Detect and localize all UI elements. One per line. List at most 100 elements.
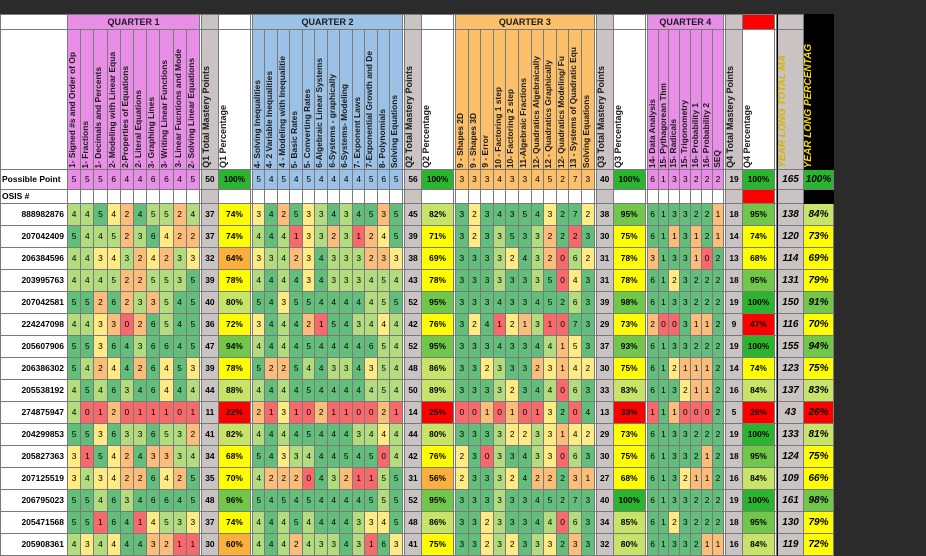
score-cell[interactable]: 3 bbox=[679, 225, 692, 248]
score-cell[interactable]: 2 bbox=[339, 467, 353, 490]
quarter-percentage[interactable]: 95% bbox=[741, 203, 775, 226]
quarter-total[interactable]: 19 bbox=[724, 335, 743, 358]
quarter-percentage[interactable]: 74% bbox=[217, 203, 251, 226]
score-cell[interactable]: 3 bbox=[543, 423, 557, 446]
quarter-total[interactable]: 29 bbox=[595, 423, 614, 446]
score-cell[interactable]: 3 bbox=[581, 511, 595, 534]
score-cell[interactable]: 4 bbox=[364, 269, 378, 292]
score-cell[interactable]: 2 bbox=[679, 467, 692, 490]
score-cell[interactable]: 5 bbox=[339, 445, 353, 468]
score-cell[interactable]: 3 bbox=[668, 533, 681, 556]
score-cell[interactable]: 5 bbox=[66, 291, 82, 314]
score-cell[interactable]: 4 bbox=[276, 313, 291, 336]
skill-header[interactable]: 2- Modeling with Linear Equa bbox=[106, 29, 121, 170]
score-cell[interactable]: 2 bbox=[543, 247, 557, 270]
score-cell[interactable]: 6 bbox=[646, 511, 659, 534]
score-cell[interactable]: 5 bbox=[543, 169, 557, 190]
score-cell[interactable]: 2 bbox=[132, 467, 148, 490]
score-cell[interactable]: 4 bbox=[93, 489, 108, 512]
score-cell[interactable]: 3 bbox=[251, 313, 266, 336]
quarter-total[interactable]: 27 bbox=[595, 467, 614, 490]
score-cell[interactable]: 2 bbox=[480, 357, 494, 380]
score-cell[interactable]: 3 bbox=[679, 247, 692, 270]
score-cell[interactable]: 1 bbox=[326, 401, 341, 424]
score-cell[interactable]: 4 bbox=[80, 313, 95, 336]
year-total[interactable]: 165 bbox=[776, 169, 804, 190]
quarter-total[interactable]: 37 bbox=[200, 511, 219, 534]
score-cell[interactable]: 5 bbox=[185, 489, 200, 512]
score-cell[interactable]: 2 bbox=[581, 203, 595, 226]
score-cell[interactable]: 4 bbox=[351, 379, 366, 402]
score-cell[interactable]: 1 bbox=[543, 313, 557, 336]
score-cell[interactable]: 3 bbox=[581, 445, 595, 468]
score-cell[interactable]: 3 bbox=[581, 533, 595, 556]
score-cell[interactable]: 4 bbox=[106, 203, 121, 226]
score-cell[interactable]: 3 bbox=[505, 445, 520, 468]
quarter-percentage[interactable]: 95% bbox=[421, 291, 455, 314]
score-cell[interactable]: 2 bbox=[455, 445, 469, 468]
score-cell[interactable]: 6 bbox=[646, 379, 659, 402]
score-cell[interactable]: 2 bbox=[690, 291, 703, 314]
score-cell[interactable]: 4 bbox=[351, 335, 366, 358]
score-cell[interactable]: 3 bbox=[530, 247, 545, 270]
score-cell[interactable]: 4 bbox=[106, 533, 121, 556]
score-cell[interactable]: 5 bbox=[185, 269, 200, 292]
score-cell[interactable]: 5 bbox=[185, 335, 200, 358]
score-cell[interactable]: 5 bbox=[364, 489, 378, 512]
score-cell[interactable]: 4 bbox=[106, 445, 121, 468]
quarter-percentage[interactable]: 70% bbox=[217, 467, 251, 490]
score-cell[interactable]: 3 bbox=[679, 445, 692, 468]
score-cell[interactable]: 7 bbox=[568, 489, 582, 512]
quarter-percentage[interactable]: 22% bbox=[217, 401, 251, 424]
year-percentage[interactable]: 66% bbox=[802, 467, 834, 490]
student-id[interactable]: 274875947 bbox=[0, 401, 68, 424]
score-cell[interactable]: 1 bbox=[701, 445, 714, 468]
score-cell[interactable]: 1 bbox=[690, 313, 703, 336]
skill-header[interactable]: 1- Fractions bbox=[80, 29, 95, 170]
score-cell[interactable]: 2 bbox=[289, 247, 303, 270]
score-cell[interactable]: 2 bbox=[364, 247, 378, 270]
score-cell[interactable]: 2 bbox=[712, 169, 724, 190]
quarter-total[interactable]: 44 bbox=[404, 423, 423, 446]
quarter-percentage[interactable]: 73% bbox=[612, 313, 646, 336]
score-cell[interactable]: 4 bbox=[351, 291, 366, 314]
skill-header[interactable]: 12- Quadratics Modeling/ Fu bbox=[555, 29, 570, 170]
score-cell[interactable]: 4 bbox=[314, 291, 328, 314]
score-cell[interactable]: 3 bbox=[80, 533, 95, 556]
score-cell[interactable]: 2 bbox=[555, 225, 570, 248]
year-total[interactable]: 138 bbox=[776, 203, 804, 226]
score-cell[interactable]: 4 bbox=[480, 313, 494, 336]
score-cell[interactable]: 3 bbox=[106, 313, 121, 336]
skill-header[interactable]: 3- Graphing Lines bbox=[146, 29, 161, 170]
score-cell[interactable]: 2 bbox=[505, 313, 520, 336]
score-cell[interactable]: 5 bbox=[376, 335, 391, 358]
score-cell[interactable]: 2 bbox=[690, 489, 703, 512]
score-cell[interactable]: 1 bbox=[657, 357, 670, 380]
score-cell[interactable]: 3 bbox=[339, 357, 353, 380]
score-cell[interactable]: 2 bbox=[712, 357, 724, 380]
skill-header[interactable]: 2-Properties of Equations bbox=[119, 29, 134, 170]
quarter-total[interactable]: 29 bbox=[595, 313, 614, 336]
score-cell[interactable]: 3 bbox=[455, 269, 469, 292]
score-cell[interactable]: 5 bbox=[251, 169, 266, 190]
score-cell[interactable]: 1 bbox=[690, 247, 703, 270]
score-cell[interactable]: 1 bbox=[657, 335, 670, 358]
score-cell[interactable]: 0 bbox=[555, 445, 570, 468]
quarter-percentage[interactable]: 80% bbox=[421, 423, 455, 446]
score-cell[interactable]: 2 bbox=[505, 533, 520, 556]
quarter-percentage[interactable]: 76% bbox=[421, 313, 455, 336]
score-cell[interactable]: 4 bbox=[251, 335, 266, 358]
quarter-total[interactable]: 40 bbox=[200, 291, 219, 314]
score-cell[interactable]: 4 bbox=[518, 467, 532, 490]
quarter-percentage[interactable]: 84% bbox=[741, 533, 775, 556]
score-cell[interactable]: 1 bbox=[712, 203, 724, 226]
score-cell[interactable]: 5 bbox=[301, 291, 316, 314]
score-cell[interactable]: 2 bbox=[119, 269, 134, 292]
skill-header[interactable]: 7-Exponential Growth and De bbox=[364, 29, 378, 170]
score-cell[interactable]: 3 bbox=[492, 467, 507, 490]
skill-header[interactable]: 16- Probability 1 bbox=[690, 29, 703, 170]
score-cell[interactable]: 3 bbox=[530, 225, 545, 248]
score-cell[interactable]: 2 bbox=[264, 357, 278, 380]
score-cell[interactable]: 4 bbox=[314, 269, 328, 292]
score-cell[interactable]: 5 bbox=[289, 203, 303, 226]
